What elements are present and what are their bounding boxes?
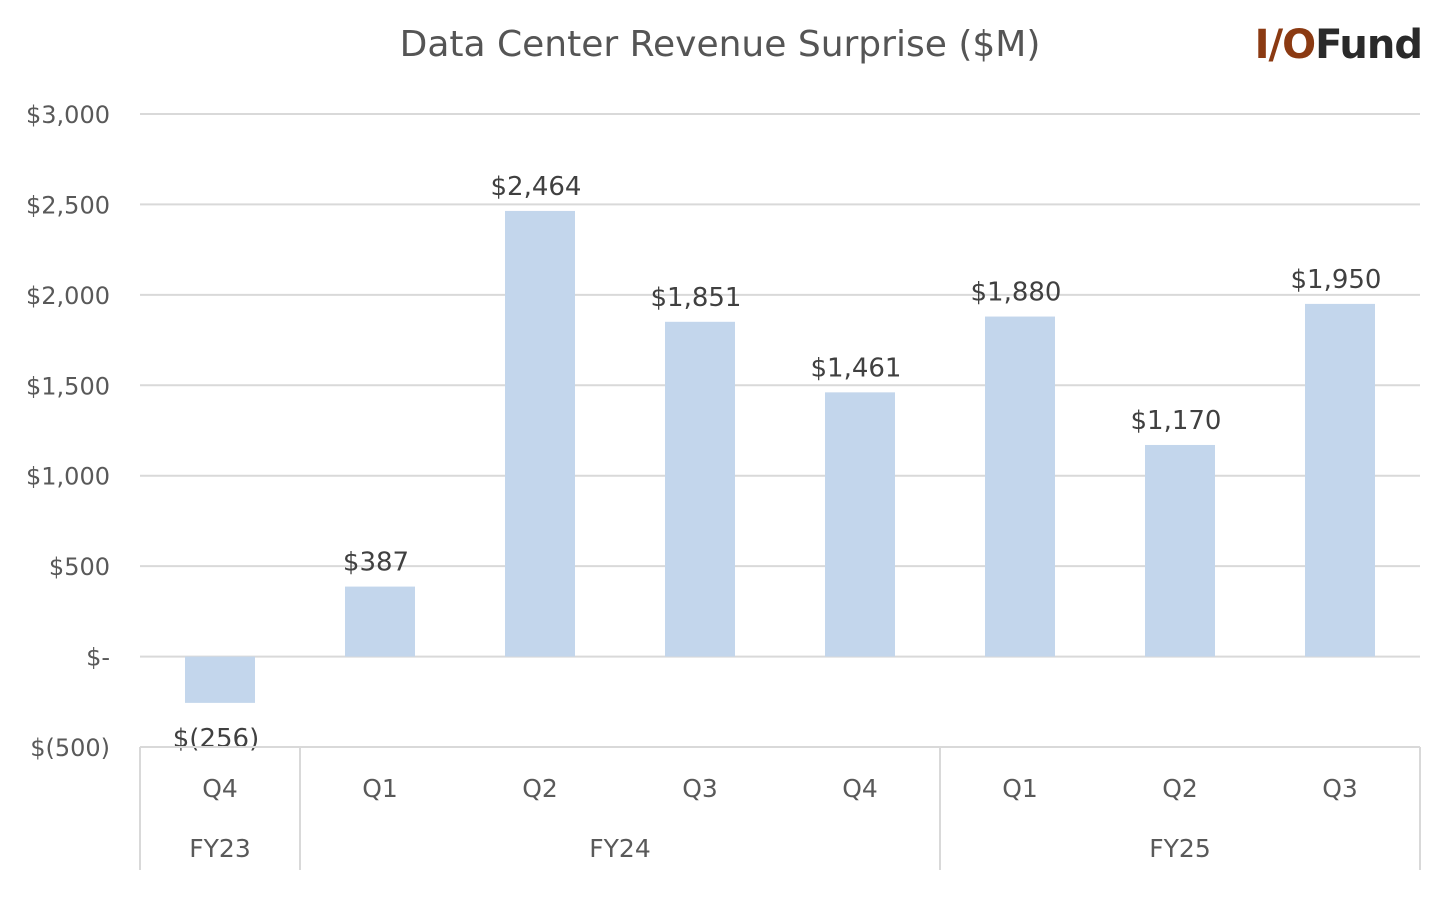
y-tick-label: $2,000	[26, 282, 110, 310]
data-label: $387	[343, 548, 409, 578]
bar	[345, 586, 415, 657]
data-label: $2,464	[491, 172, 582, 202]
x-tick-label: Q1	[362, 774, 398, 803]
data-label: $1,170	[1131, 406, 1222, 436]
bar	[1305, 303, 1375, 657]
x-tick-label: Q3	[682, 774, 718, 803]
logo-part-fund: Fund	[1315, 22, 1423, 68]
group-label: FY25	[1149, 834, 1210, 863]
chart-title: Data Center Revenue Surprise ($M)	[399, 24, 1041, 65]
group-label: FY24	[589, 834, 650, 863]
y-tick-label: $-	[86, 644, 110, 672]
x-tick-label: Q4	[842, 774, 878, 803]
data-label: $(256)	[173, 724, 259, 754]
y-tick-label: $1,000	[26, 463, 110, 491]
data-label: $1,461	[811, 353, 902, 383]
logo-part-io: I/O	[1254, 22, 1316, 68]
io-fund-logo: I/OFund	[1254, 22, 1423, 68]
x-tick-label: Q2	[522, 774, 558, 803]
data-label: $1,950	[1291, 265, 1382, 295]
data-label: $1,851	[651, 283, 742, 313]
x-tick-label: Q4	[202, 774, 238, 803]
x-tick-label: Q2	[1162, 774, 1198, 803]
x-tick-label: Q3	[1322, 774, 1358, 803]
bar	[505, 210, 575, 657]
y-tick-label: $2,500	[26, 191, 110, 219]
y-tick-label: $(500)	[30, 734, 110, 762]
x-tick-label: Q1	[1002, 774, 1038, 803]
bar	[665, 321, 735, 657]
group-label: FY23	[189, 834, 250, 863]
y-tick-label: $1,500	[26, 372, 110, 400]
y-tick-label: $500	[49, 553, 110, 581]
bar	[825, 392, 895, 657]
bar	[1145, 444, 1215, 657]
y-tick-label: $3,000	[26, 101, 110, 129]
bar	[185, 656, 255, 703]
data-label: $1,880	[971, 278, 1062, 308]
bar	[985, 316, 1055, 657]
